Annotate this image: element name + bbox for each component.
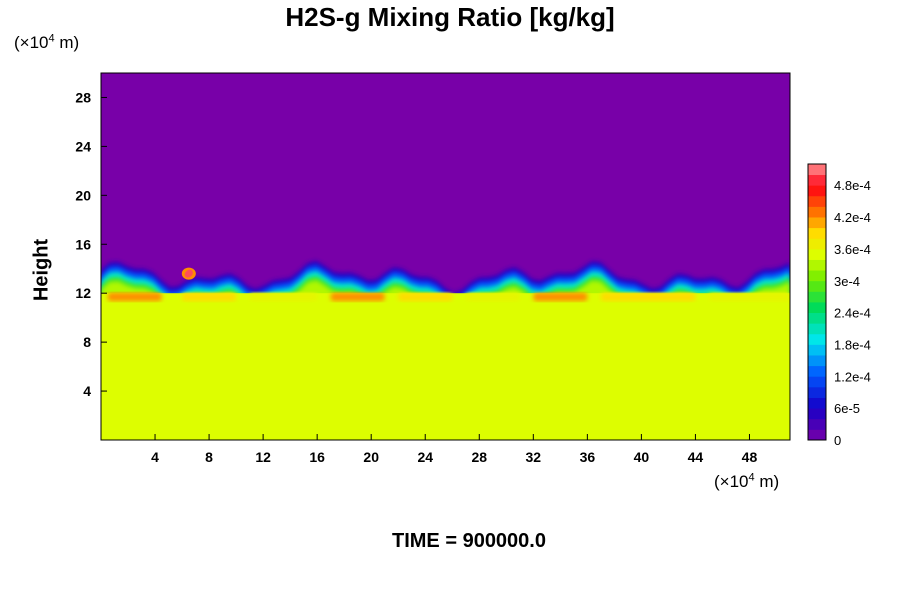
x-tick-label: 32	[526, 449, 542, 465]
colorbar-tick-label: 6e-5	[834, 401, 860, 416]
x-unit-exponent: 4	[748, 471, 755, 484]
plot-frame	[100, 72, 791, 441]
x-tick-label: 40	[634, 449, 650, 465]
x-tick-label: 4	[151, 449, 159, 465]
x-tick-label: 24	[417, 449, 433, 465]
x-unit-prefix: (×10	[714, 472, 749, 491]
colorbar-segment	[808, 291, 826, 303]
y-tick-label: 24	[75, 138, 91, 154]
time-label: TIME = 900000.0	[392, 530, 546, 552]
enhanced-band-segment	[465, 292, 520, 302]
x-unit-suffix: m)	[754, 472, 780, 491]
colorbar-segment	[808, 365, 826, 377]
colorbar-segment	[808, 408, 826, 420]
colorbar-segment	[808, 397, 826, 409]
colorbar-segment	[808, 302, 826, 314]
y-unit-prefix: (×10	[14, 33, 49, 52]
y-tick-label: 20	[75, 187, 91, 203]
x-tick-label: 48	[742, 449, 758, 465]
colorbar-tick-label: 4.2e-4	[834, 210, 871, 225]
colorbar-segment	[808, 248, 826, 260]
enhanced-band-segment	[600, 292, 696, 302]
colorbar-segment	[808, 238, 826, 250]
enhanced-band-segment	[107, 292, 162, 302]
y-unit-exponent: 4	[48, 32, 55, 45]
y-axis: 4 8 12 16 20 24 28	[75, 89, 107, 399]
enhanced-band-segment	[533, 292, 588, 302]
colorbar-segment	[808, 376, 826, 388]
plot-area	[101, 73, 790, 440]
y-tick-label: 16	[75, 236, 91, 252]
x-tick-label: 28	[471, 449, 487, 465]
x-tick-label: 44	[688, 449, 704, 465]
colorbar-segment	[808, 270, 826, 282]
y-tick-label: 4	[83, 383, 91, 399]
colorbar-segment	[808, 174, 826, 186]
colorbar: 0 6e-5 1.2e-4 1.8e-4 2.4e-4 3e-4 3.6e-4 4.2e-4 4…	[807, 163, 871, 448]
chart-title: H2S-g Mixing Ratio [kg/kg]	[285, 2, 615, 32]
x-tick-label: 16	[309, 449, 325, 465]
x-tick-label: 8	[205, 449, 213, 465]
hotspot-core	[184, 269, 193, 278]
colorbar-segment	[808, 206, 826, 218]
y-tick-label: 28	[75, 89, 91, 105]
colorbar-segment	[808, 355, 826, 367]
colorbar-segment	[808, 333, 826, 345]
y-axis-unit: (×104 m)	[14, 33, 79, 53]
colorbar-tick-label: 3.6e-4	[834, 242, 871, 257]
y-tick-label: 12	[75, 285, 91, 301]
x-tick-label: 36	[580, 449, 596, 465]
colorbar-tick-label: 3e-4	[834, 274, 860, 289]
colorbar-tick-label: 4.8e-4	[834, 178, 871, 193]
x-axis: 4 8 12 16 20 24 28 32 36 40 44 48	[151, 434, 757, 465]
colorbar-tick-label: 0	[834, 433, 841, 448]
colorbar-segment	[808, 429, 826, 441]
colorbar-tick-label: 2.4e-4	[834, 306, 871, 321]
colorbar-segment	[808, 312, 826, 324]
y-tick-label: 8	[83, 334, 91, 350]
colorbar-segment	[808, 164, 826, 176]
colorbar-segment	[808, 386, 826, 398]
x-tick-label: 12	[255, 449, 271, 465]
colorbar-segment	[808, 323, 826, 335]
lower-layer	[101, 293, 790, 440]
colorbar-tick-label: 1.2e-4	[834, 369, 871, 384]
colorbar-segment	[808, 344, 826, 356]
enhanced-band-segment	[398, 292, 453, 302]
colorbar-tick-label: 1.8e-4	[834, 337, 871, 352]
enhanced-band-segment	[708, 292, 790, 302]
colorbar-segment	[808, 418, 826, 430]
colorbar-segment	[808, 185, 826, 197]
colorbar-segment	[808, 227, 826, 239]
colorbar-frame	[807, 163, 827, 441]
enhanced-band-segment	[182, 292, 237, 302]
colorbar-segment	[808, 217, 826, 229]
colorbar-segment	[808, 259, 826, 271]
enhanced-band-segment	[330, 292, 385, 302]
x-tick-label: 20	[363, 449, 379, 465]
enhanced-band-segment	[249, 292, 318, 302]
colorbar-segment	[808, 280, 826, 292]
colorbar-segment	[808, 195, 826, 207]
y-unit-suffix: m)	[54, 33, 80, 52]
x-axis-unit: (×104 m)	[714, 472, 779, 492]
